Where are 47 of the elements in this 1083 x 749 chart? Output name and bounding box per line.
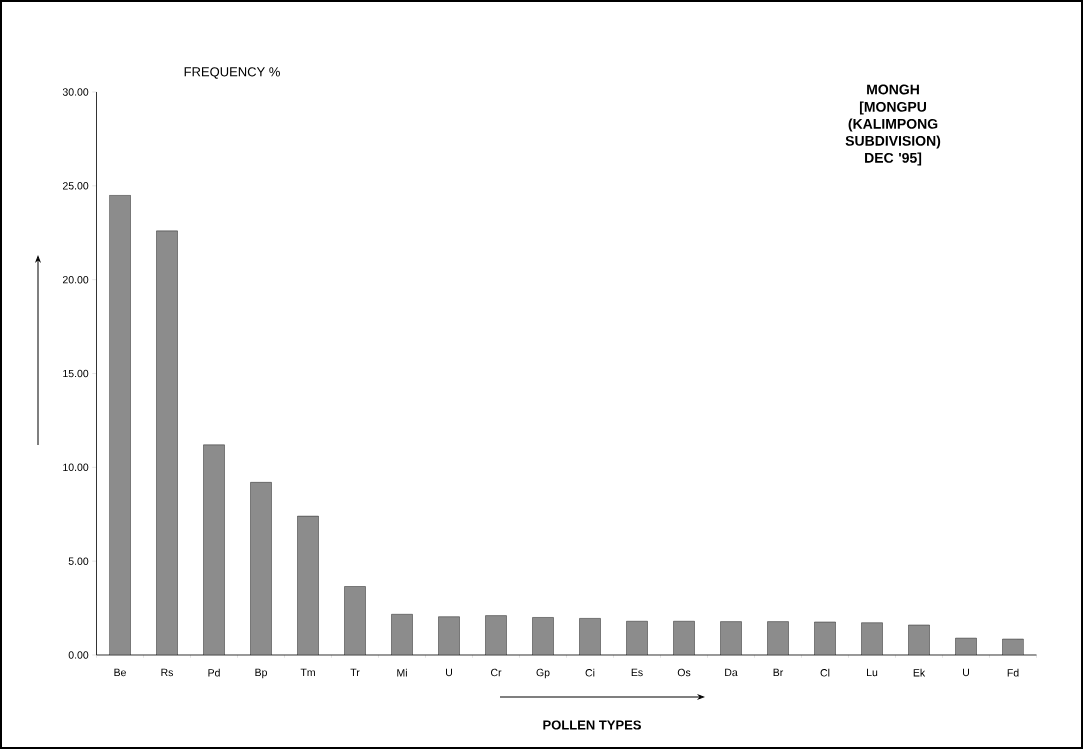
bar (203, 444, 225, 655)
bar (532, 617, 554, 655)
y-tick-label: 25.00 (62, 182, 89, 190)
x-tick-label: Ek (913, 668, 926, 677)
x-axis-title: POLLEN TYPES (543, 720, 641, 730)
y-axis-title: FREQUENCY % (184, 67, 280, 79)
bar (673, 621, 695, 655)
x-tick-label: Bp (255, 668, 267, 679)
bar (250, 482, 272, 655)
bar (297, 515, 319, 655)
text: [MONGPU (KALIMPONG SUBDIVISION) DEC '95] (845, 101, 941, 166)
bar (626, 621, 648, 655)
chart-title: MONGH (867, 84, 919, 95)
bar (861, 622, 883, 655)
bar (344, 586, 366, 655)
x-tick-label: Da (725, 668, 738, 677)
bar (438, 616, 460, 655)
y-tick-label: 5.00 (68, 557, 89, 565)
x-tick-label: Br (773, 668, 784, 677)
x-tick-label: Rs (161, 668, 174, 677)
x-tick-label: Es (631, 668, 643, 677)
bar (485, 615, 507, 655)
y-tick-label: 10.00 (63, 463, 89, 472)
x-tick-label: Ci (585, 668, 595, 677)
x-tick-label: Os (677, 668, 691, 677)
x-tick-label: Be (114, 668, 126, 677)
x-tick-label: U (446, 668, 452, 677)
x-tick-label: Pd (208, 668, 220, 677)
y-tick-label: 15.00 (63, 369, 89, 378)
x-tick-label: Gp (536, 668, 550, 679)
bar (109, 195, 131, 655)
x-tick-label: Mi (397, 668, 407, 677)
x-tick-label: Tr (350, 668, 360, 677)
bar (579, 618, 601, 655)
bar (391, 614, 413, 655)
x-tick-label: Cl (820, 668, 830, 677)
y-tick-label: 30.00 (62, 88, 89, 96)
x-tick-label: Lu (867, 668, 878, 677)
x-tick-label: Cr (491, 668, 502, 677)
bar (767, 621, 789, 655)
x-tick-label: Fd (1007, 668, 1019, 677)
y-tick-label: 0.00 (68, 651, 89, 659)
bar (156, 230, 178, 655)
bar (720, 621, 742, 655)
x-tick-label: Tm (300, 668, 315, 677)
x-tick-label: U (963, 668, 969, 677)
y-tick-label: 20.00 (62, 275, 89, 284)
